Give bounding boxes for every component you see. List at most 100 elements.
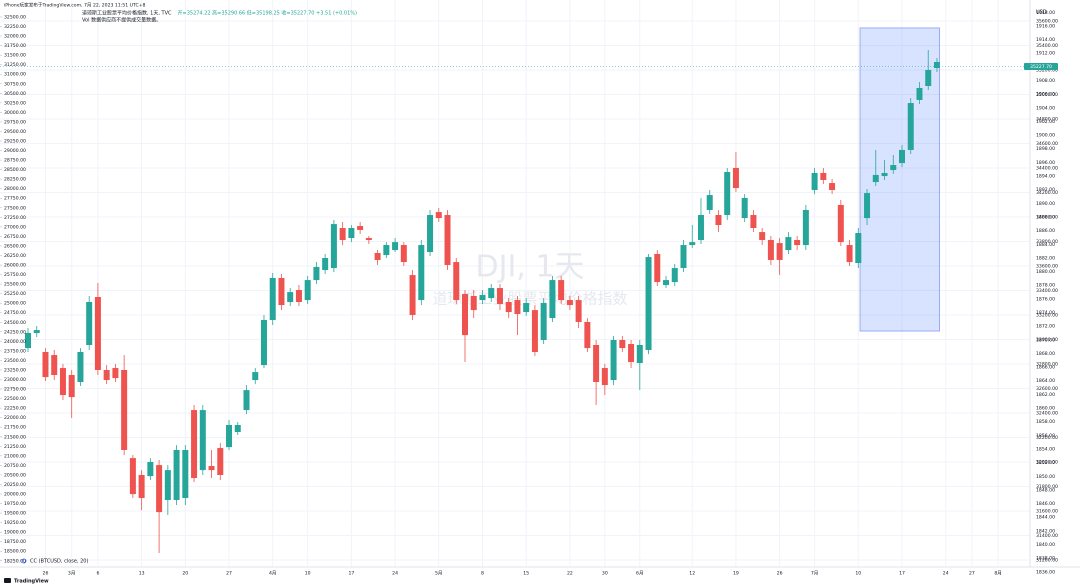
y2-tick-label: 32400.00 xyxy=(1036,410,1058,416)
y3-tick-label: 1844.00 xyxy=(1036,515,1055,521)
x-tick-label: 27 xyxy=(226,571,232,577)
y2-tick-label: 31600.00 xyxy=(1036,509,1058,515)
y-tick-label: 22750.00 xyxy=(4,387,26,393)
x-tick-label: 10 xyxy=(855,571,861,577)
y-tick-label: 31000.00 xyxy=(4,72,26,78)
candle-body xyxy=(610,339,617,381)
y3-tick-label: 1876.00 xyxy=(1036,296,1055,302)
candle-body xyxy=(191,410,198,479)
candle-body xyxy=(103,369,110,381)
y-tick-label: 25000.00 xyxy=(4,301,26,307)
candle-body xyxy=(357,226,364,230)
candle-body xyxy=(173,449,180,500)
y-tick-label: 29000.00 xyxy=(4,148,26,154)
y3-tick-label: 1896.00 xyxy=(1036,160,1055,166)
y3-tick-label: 1908.00 xyxy=(1036,78,1055,84)
y-tick-label: 25750.00 xyxy=(4,272,26,278)
y-tick-label: 21250.00 xyxy=(4,444,26,450)
candle-body xyxy=(689,242,696,246)
x-tick-label: 8月 xyxy=(994,571,1002,577)
y-tick-label: 23500.00 xyxy=(4,358,26,364)
candle-body xyxy=(33,330,40,333)
indicator-icon xyxy=(21,558,27,564)
candle-body xyxy=(409,275,416,315)
y3-tick-label: 1860.00 xyxy=(1036,406,1055,412)
candle-body xyxy=(601,368,608,386)
candle-body xyxy=(776,243,783,260)
candle-body xyxy=(724,172,731,216)
candle-body xyxy=(671,268,678,283)
x-tick-label: 12 xyxy=(689,571,695,577)
candle-body xyxy=(916,87,923,100)
candle-body xyxy=(802,209,809,246)
x-tick-label: 3月 xyxy=(68,571,76,577)
candle-body xyxy=(846,245,853,263)
candle-body xyxy=(427,215,434,253)
candle-body xyxy=(925,69,932,87)
y-tick-label: 22250.00 xyxy=(4,406,26,412)
candle-body xyxy=(488,288,495,299)
plot xyxy=(0,27,1030,554)
candle-body xyxy=(531,310,538,352)
y3-tick-label: 1838.00 xyxy=(1036,556,1055,562)
candle-body xyxy=(164,470,171,500)
y-tick-label: 30500.00 xyxy=(4,91,26,97)
chart-title: 道琼斯工业股票平均价格指数, 1天, TVC xyxy=(82,10,172,17)
y-tick-label: 31750.00 xyxy=(4,43,26,49)
y-tick-label: 19750.00 xyxy=(4,501,26,507)
y-tick-label: 29500.00 xyxy=(4,129,26,135)
candle-body xyxy=(339,228,346,241)
y-tick-label: 21000.00 xyxy=(4,453,26,459)
y3-tick-label: 1884.00 xyxy=(1036,242,1055,248)
candle-body xyxy=(252,372,259,381)
y-tick-label: 20500.00 xyxy=(4,472,26,478)
y-tick-label: 27500.00 xyxy=(4,205,26,211)
candle-body xyxy=(243,390,250,411)
y2-tick-label: 31400.00 xyxy=(1036,533,1058,539)
candle-body xyxy=(269,277,276,321)
y-tick-label: 24750.00 xyxy=(4,310,26,316)
candle-body xyxy=(785,237,792,251)
candle-body xyxy=(829,183,836,191)
candle-body xyxy=(759,232,766,241)
y-tick-label: 31250.00 xyxy=(4,62,26,68)
candle-body xyxy=(260,320,267,366)
y-tick-label: 29750.00 xyxy=(4,119,26,125)
y-tick-label: 26250.00 xyxy=(4,253,26,259)
y3-tick-label: 1894.00 xyxy=(1036,174,1055,180)
candle-body xyxy=(383,245,390,256)
x-tick-label: 13 xyxy=(139,571,145,577)
candle-body xyxy=(645,257,652,351)
y2-tick-label: 35200.00 xyxy=(1036,67,1058,73)
brand: TradingView xyxy=(14,579,49,585)
y-tick-label: 20250.00 xyxy=(4,482,26,488)
y-tick-label: 19500.00 xyxy=(4,511,26,517)
candle-body xyxy=(374,252,381,260)
y3-tick-label: 1874.00 xyxy=(1036,310,1055,316)
candle-body xyxy=(933,61,940,68)
candle-body xyxy=(619,339,626,349)
y-tick-label: 27000.00 xyxy=(4,224,26,230)
x-tick-label: 10 xyxy=(305,571,311,577)
x-tick-label: 7月 xyxy=(811,571,819,577)
y-tick-label: 21500.00 xyxy=(4,434,26,440)
y-tick-label: 25250.00 xyxy=(4,291,26,297)
y-tick-label: 26750.00 xyxy=(4,234,26,240)
x-tick-label: 26 xyxy=(43,571,49,577)
candle-body xyxy=(138,474,145,499)
y-tick-label: 19250.00 xyxy=(4,520,26,526)
y3-tick-label: 1880.00 xyxy=(1036,269,1055,275)
x-tick-label: 26 xyxy=(777,571,783,577)
candle-body xyxy=(523,302,530,313)
y-tick-label: 20750.00 xyxy=(4,463,26,469)
y3-tick-label: 1872.00 xyxy=(1036,324,1055,330)
y3-tick-label: 1882.00 xyxy=(1036,255,1055,261)
x-tick-label: 22 xyxy=(567,571,573,577)
x-tick-label: 8 xyxy=(481,571,484,577)
candle-body xyxy=(558,280,565,301)
y3-tick-label: 1840.00 xyxy=(1036,542,1055,548)
candle-body xyxy=(872,174,879,183)
indicator: CC (BTCUSD, close, 20) xyxy=(30,559,88,565)
